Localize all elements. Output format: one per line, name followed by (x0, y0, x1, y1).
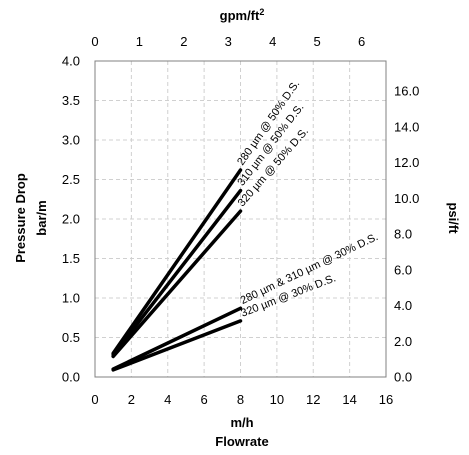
series-line (111, 209, 243, 359)
x-tick-label: 6 (201, 392, 208, 407)
y2-axis-title: psi/ft (446, 202, 461, 234)
x2-axis-title-sup: 2 (259, 7, 264, 17)
x2-tick-label: 4 (269, 34, 276, 49)
x-tick-label: 4 (164, 392, 171, 407)
series-line (111, 168, 243, 356)
x-axis-unit: m/h (230, 415, 253, 430)
x2-axis-title: gpm/ft2 (220, 7, 265, 23)
y-axis-title: Pressure Drop (13, 173, 28, 263)
y2-tick-label: 2.0 (394, 334, 412, 349)
y2-tick-label: 12.0 (394, 155, 419, 170)
y-tick-label: 0.0 (62, 370, 80, 385)
series-line (111, 306, 243, 371)
plot-frame (94, 60, 387, 378)
x2-tick-label: 2 (180, 34, 187, 49)
x-tick-label: 16 (379, 392, 393, 407)
series-annotations: 280 µm @ 50% D.S.310 µm @ 50% D.S.320 µm… (235, 78, 380, 319)
y2-tick-label: 8.0 (394, 227, 412, 242)
y-tick-label: 2.0 (62, 212, 80, 227)
x2-tick-label: 5 (314, 34, 321, 49)
y2-tick-label: 14.0 (394, 119, 419, 134)
grid-lines (95, 61, 386, 377)
y2-tick-label: 10.0 (394, 191, 419, 206)
series-lines (111, 168, 243, 372)
x-tick-label: 14 (342, 392, 356, 407)
tick-labels: 0 2 4 6 8 10 12 14 160.00.51.01.52.02.53.03.54.0… (62, 34, 419, 407)
x2-tick-label: 6 (358, 34, 365, 49)
series-label: 280 µm & 310 µm @ 30% D.S. (239, 231, 380, 307)
y2-tick-label: 16.0 (394, 84, 419, 99)
x-axis-title: Flowrate (215, 434, 268, 449)
x-tick-label: 12 (306, 392, 320, 407)
y2-tick-label: 4.0 (394, 298, 412, 313)
y-axis-unit: bar/m (34, 200, 49, 235)
y-tick-label: 3.5 (62, 93, 80, 108)
y-tick-label: 3.0 (62, 133, 80, 148)
y-tick-label: 2.5 (62, 172, 80, 187)
x2-axis-title-main: gpm/ft (220, 8, 260, 23)
y-tick-label: 4.0 (62, 54, 80, 69)
y2-tick-label: 0.0 (394, 370, 412, 385)
y-tick-label: 1.5 (62, 251, 80, 266)
x2-tick-label: 3 (225, 34, 232, 49)
x2-tick-label: 1 (136, 34, 143, 49)
x-tick-label: 2 (128, 392, 135, 407)
x-tick-label: 8 (237, 392, 244, 407)
y-tick-label: 1.0 (62, 291, 80, 306)
x-tick-label: 10 (270, 392, 284, 407)
x-tick-label: 0 (91, 392, 98, 407)
series-line (111, 188, 243, 357)
x2-tick-label: 0 (91, 34, 98, 49)
series-line (111, 319, 243, 372)
y2-tick-label: 6.0 (394, 262, 412, 277)
y-tick-label: 0.5 (62, 330, 80, 345)
